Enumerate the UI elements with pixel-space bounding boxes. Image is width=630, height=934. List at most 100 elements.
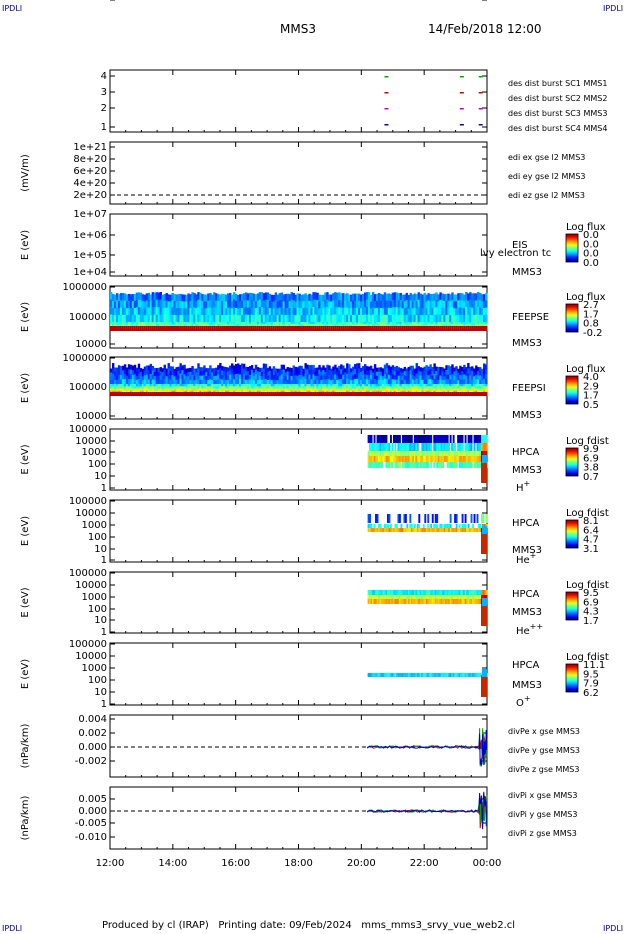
spectrum-cell xyxy=(379,435,382,443)
spectrum-cell xyxy=(473,386,476,389)
spectrum-cell xyxy=(193,326,196,331)
spectrum-cell xyxy=(412,595,415,599)
spectrum-cell xyxy=(413,443,416,451)
spectrum-cell xyxy=(169,392,172,396)
spectrum-cell xyxy=(369,323,373,326)
spectrum-cell xyxy=(260,326,264,331)
spectrum-cell xyxy=(423,386,426,389)
spectrum-cell xyxy=(363,364,367,370)
spectrum-cell xyxy=(389,308,393,316)
spectrum-cell xyxy=(443,372,446,377)
spectrum-cell xyxy=(213,386,216,389)
spectrum-cell xyxy=(330,308,333,316)
spectrum-cell xyxy=(379,326,383,331)
spectrum-cell xyxy=(326,323,329,326)
spectrum-cell xyxy=(235,378,238,385)
spectrum-cell xyxy=(137,314,141,323)
spectrum-cell xyxy=(110,388,113,392)
spectrum-cell xyxy=(461,443,464,451)
spectrum-cell xyxy=(451,456,454,462)
spectrum-cell xyxy=(415,388,418,392)
spectrum-cell xyxy=(454,443,457,451)
spectrum-cell xyxy=(412,590,415,595)
spectrum-cell xyxy=(379,300,383,309)
spectrum-cell xyxy=(111,315,115,323)
spectrum-cell xyxy=(435,392,438,396)
colorbar-tick-label: 9.5 xyxy=(583,669,599,680)
spectrum-cell xyxy=(115,367,119,373)
spectrum-cell xyxy=(391,451,394,456)
spectrum-cell xyxy=(342,379,345,385)
spectrum-cell xyxy=(119,322,123,325)
spectrum-cell xyxy=(181,370,184,376)
spectrum-cell xyxy=(312,384,315,387)
spectrum-cell xyxy=(240,314,244,323)
spectrum-cell xyxy=(300,308,303,316)
spectrum-cell xyxy=(270,323,274,326)
spectrum-cell xyxy=(125,322,129,325)
spectrum-cell xyxy=(449,388,452,392)
y-axis-label: E (eV) xyxy=(20,659,31,689)
spectrum-cell xyxy=(272,370,276,376)
spectrum-cell xyxy=(461,528,464,532)
spectrum-cell xyxy=(383,379,387,385)
spectrum-cell xyxy=(443,599,446,604)
spectrum-cell xyxy=(398,528,401,532)
spectrum-cell xyxy=(429,386,432,389)
spectrum-cell xyxy=(485,451,488,456)
spectrum-cell xyxy=(415,456,418,462)
spectrum-cell xyxy=(437,386,440,389)
legend-entry: edi ez gse l2 MMS3 xyxy=(508,191,585,200)
spectrum-cell xyxy=(155,375,159,381)
spectrum-cell xyxy=(310,379,313,385)
spectrum-cell xyxy=(115,386,119,389)
spectrum-cell xyxy=(346,293,349,301)
spectrum-cell xyxy=(125,326,129,331)
spectrum-cell xyxy=(401,386,405,389)
spectrum-cell xyxy=(421,528,424,532)
spectrum-cell xyxy=(409,300,412,308)
spectrum-cell xyxy=(454,595,457,599)
spectrum-cell xyxy=(342,307,345,316)
spectrum-cell xyxy=(191,299,194,308)
spectrum-cell xyxy=(231,384,234,387)
spectrum-cell xyxy=(411,392,414,396)
spectrum-cell xyxy=(425,365,428,371)
spectrum-cell xyxy=(385,378,389,385)
spectrum-cell xyxy=(352,371,355,376)
spectrum-cell xyxy=(223,392,226,396)
spectrum-cell xyxy=(211,294,214,302)
spectrum-cell xyxy=(378,456,380,462)
spectrum-cell xyxy=(256,314,260,323)
spectrum-cell xyxy=(191,370,194,376)
spectrum-cell xyxy=(363,392,367,396)
spectrum-cell xyxy=(274,292,278,301)
spectrum-cell xyxy=(467,456,470,462)
spectrum-cell xyxy=(352,388,355,392)
spectrum-cell xyxy=(415,326,418,331)
spectrum-cell xyxy=(429,364,432,370)
spectrum-cell xyxy=(461,599,464,604)
spectrum-cell xyxy=(175,386,178,389)
spectrum-cell xyxy=(447,326,450,331)
spectrum-cell xyxy=(381,380,385,385)
spectrum-cell xyxy=(221,366,224,371)
spectrum-cell xyxy=(143,315,147,323)
spectrum-cell xyxy=(458,673,461,677)
spectrum-cell xyxy=(344,326,347,331)
spectrum-cell xyxy=(316,323,319,326)
spectrum-cell xyxy=(163,326,166,331)
spectrum-cell xyxy=(467,528,470,532)
spectrum-cell xyxy=(446,462,449,468)
y-tick-label: 100000 xyxy=(69,424,107,435)
panel-frame xyxy=(109,69,488,133)
spectrum-cell xyxy=(370,599,373,604)
spectrum-cell xyxy=(302,392,305,396)
spectrum-cell xyxy=(472,524,474,528)
spectrum-cell xyxy=(470,456,473,462)
spectrum-cell xyxy=(367,590,370,595)
spectrum-cell xyxy=(159,379,162,385)
spectrum-cell xyxy=(133,386,137,389)
spectrum-cell xyxy=(296,388,299,392)
spectrum-cell xyxy=(123,392,127,396)
